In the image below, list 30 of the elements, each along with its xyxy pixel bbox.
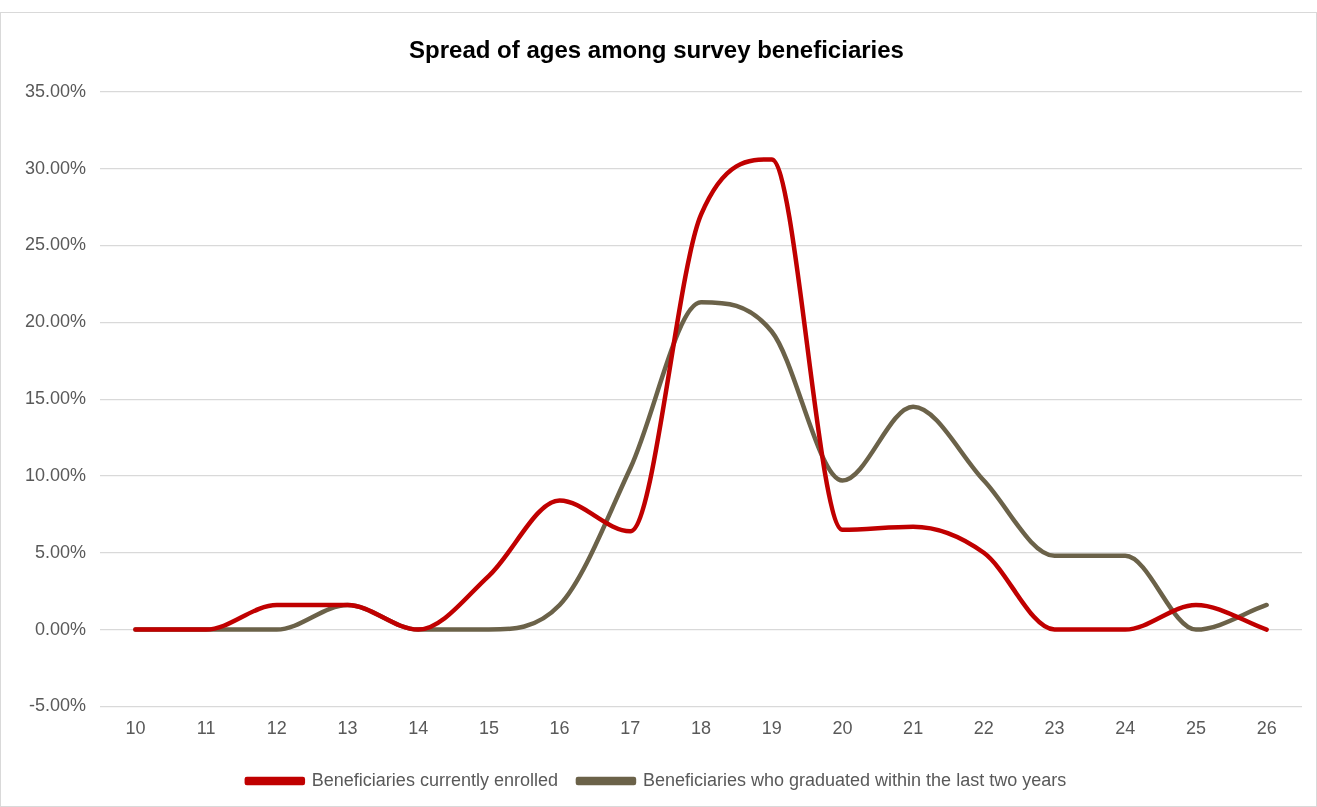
legend-label: Beneficiaries who graduated within the last two years <box>642 769 1067 790</box>
x-tick-label: 16 <box>549 718 570 739</box>
x-tick-label: 24 <box>1115 718 1136 739</box>
x-tick-label: 11 <box>196 718 216 739</box>
y-tick-label: 35.00% <box>24 80 87 101</box>
x-tick-label: 23 <box>1044 718 1065 739</box>
x-tick-label: 19 <box>761 718 782 739</box>
y-tick-label: 25.00% <box>24 234 87 255</box>
x-tick-label: 18 <box>691 718 712 739</box>
x-tick-label: 10 <box>125 718 146 739</box>
y-tick-label: -5.00% <box>29 695 87 716</box>
x-tick-label: 17 <box>620 718 641 739</box>
chart-title: Spread of ages among survey beneficiaries <box>409 36 904 64</box>
x-tick-label: 20 <box>832 718 853 739</box>
y-tick-label: 10.00% <box>24 464 87 485</box>
x-tick-label: 12 <box>266 718 287 739</box>
x-tick-label: 15 <box>478 718 499 739</box>
x-tick-label: 13 <box>337 718 358 739</box>
x-tick-label: 26 <box>1256 718 1277 739</box>
legend-label: Beneficiaries currently enrolled <box>311 769 558 790</box>
y-tick-label: 15.00% <box>24 388 87 409</box>
y-tick-label: 30.00% <box>24 157 87 178</box>
x-tick-label: 22 <box>973 718 994 739</box>
x-tick-label: 21 <box>903 718 924 739</box>
y-tick-label: 0.00% <box>35 618 87 639</box>
y-tick-label: 5.00% <box>35 541 87 562</box>
x-tick-label: 14 <box>408 718 429 739</box>
y-tick-label: 20.00% <box>24 311 87 332</box>
line-series <box>133 157 1269 632</box>
x-tick-label: 25 <box>1185 718 1206 739</box>
